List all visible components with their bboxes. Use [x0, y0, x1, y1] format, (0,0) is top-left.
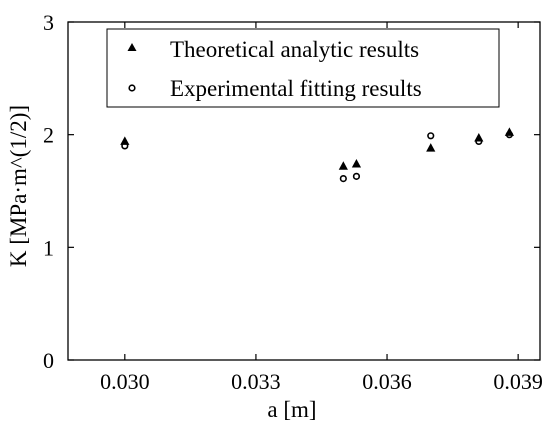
- x-tick-label: 0.039: [493, 369, 543, 394]
- legend-label-theoretical: Theoretical analytic results: [170, 37, 419, 62]
- experimental-point: [339, 175, 347, 183]
- experimental-point: [427, 132, 435, 140]
- theoretical-point: [338, 161, 348, 170]
- legend-triangle-marker: [127, 43, 137, 51]
- theoretical-point: [120, 136, 130, 145]
- theoretical-point: [426, 143, 436, 152]
- experimental-point: [475, 137, 483, 146]
- x-tick-label: 0.036: [362, 369, 412, 394]
- y-tick-label: 2: [43, 123, 54, 148]
- plot-frame: [67, 21, 541, 361]
- y-tick-label: 1: [43, 235, 54, 260]
- data-points: [120, 127, 515, 183]
- experimental-point: [505, 131, 514, 139]
- legend: Theoretical analytic results Experimenta…: [106, 28, 500, 108]
- x-tick-label: 0.033: [231, 369, 281, 394]
- legend-box: [106, 28, 500, 108]
- y-tick-label: 0: [43, 348, 54, 373]
- y-axis-label: K [MPa·m^(1/2)]: [6, 105, 31, 267]
- axis-ticks: 0.030 0.033 0.036 0.039 0 1 2 3: [43, 10, 543, 394]
- x-axis-label: a [m]: [267, 397, 316, 422]
- legend-circle-marker: [128, 84, 136, 92]
- theoretical-point: [351, 158, 362, 168]
- experimental-point: [352, 172, 361, 180]
- x-tick-label: 0.030: [100, 369, 150, 394]
- experimental-point: [121, 142, 129, 150]
- legend-label-experimental: Experimental fitting results: [170, 76, 422, 101]
- y-tick-label: 3: [43, 10, 54, 35]
